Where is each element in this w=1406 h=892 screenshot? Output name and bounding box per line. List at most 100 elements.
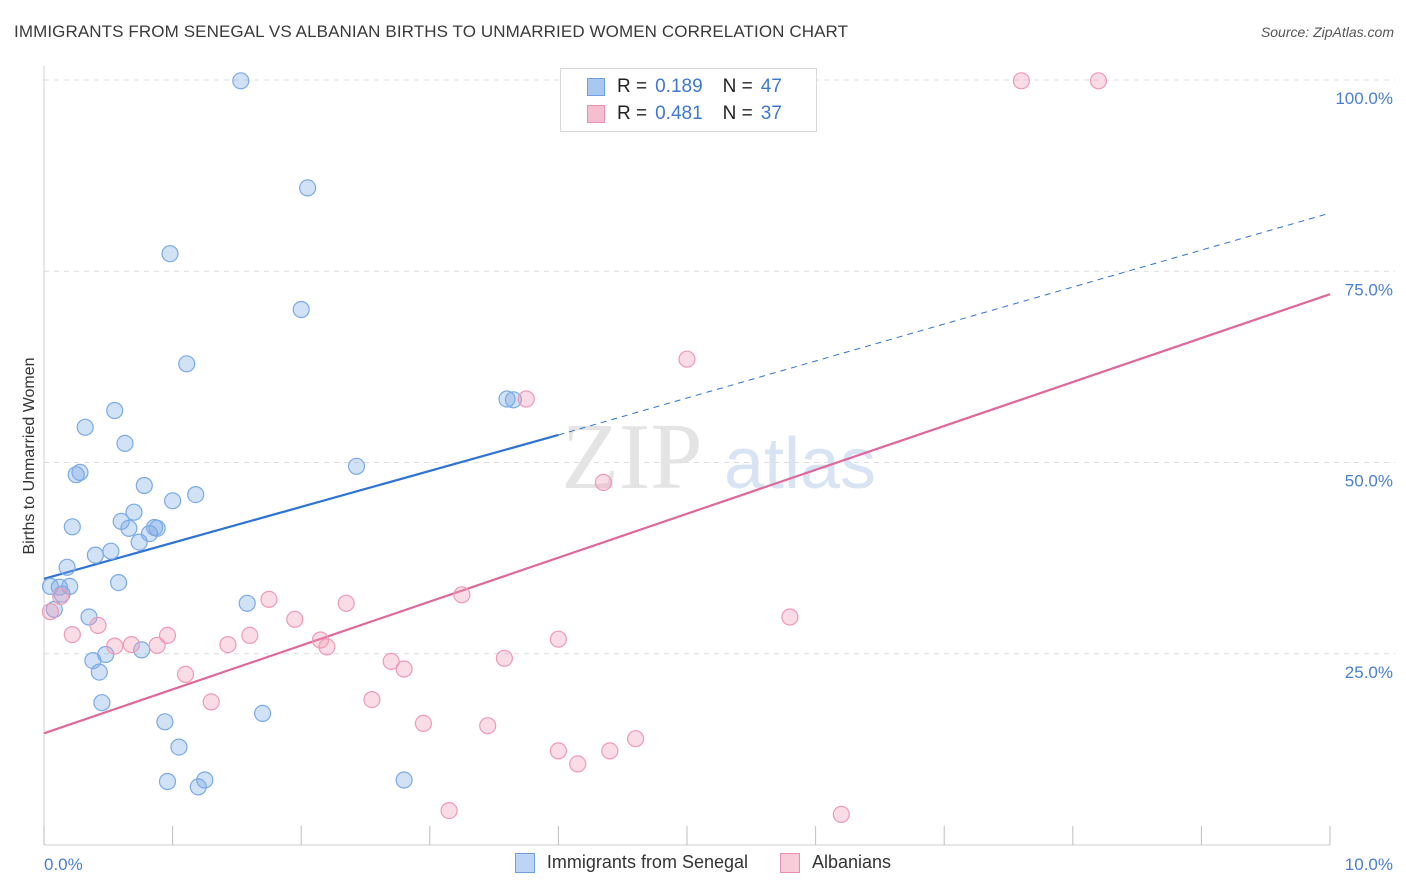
point-albanians xyxy=(479,717,497,735)
point-albanians xyxy=(52,587,70,606)
legend-r-value: 0.481 xyxy=(655,103,703,124)
point-albanians xyxy=(440,801,458,820)
point-senegal xyxy=(106,401,124,420)
point-albanians xyxy=(549,742,568,760)
point-albanians xyxy=(549,630,568,648)
point-senegal xyxy=(196,771,214,789)
point-albanians xyxy=(241,626,259,645)
trend-senegal-extension xyxy=(558,212,1331,436)
legend-row-albanians: R = 0.481 N = 37 xyxy=(587,103,782,125)
point-senegal xyxy=(102,542,120,560)
series-label-senegal: Immigrants from Senegal xyxy=(546,852,748,872)
point-senegal xyxy=(254,704,272,723)
legend-n-label: N = xyxy=(722,103,753,124)
legend-swatch-albanians xyxy=(587,105,605,123)
point-senegal xyxy=(232,72,250,90)
watermark-zip: ZIP xyxy=(562,405,703,509)
series-swatch-albanians xyxy=(780,852,800,873)
legend-n-value: 47 xyxy=(760,76,782,97)
point-senegal xyxy=(76,418,94,436)
point-senegal xyxy=(71,463,89,481)
point-albanians xyxy=(176,665,195,684)
point-senegal xyxy=(120,519,138,537)
point-albanians xyxy=(414,714,432,733)
point-senegal xyxy=(395,771,413,789)
point-senegal xyxy=(504,391,523,409)
point-albanians xyxy=(395,660,413,678)
grid-lines xyxy=(44,79,1395,655)
legend-r-label: R = xyxy=(617,76,648,97)
x-tick-label: 10.0% xyxy=(1345,855,1393,874)
point-albanians xyxy=(260,590,278,609)
watermark: ZIP atlas xyxy=(562,405,877,509)
point-albanians xyxy=(148,636,166,654)
point-albanians xyxy=(678,350,696,368)
point-senegal xyxy=(133,641,151,659)
point-senegal xyxy=(161,245,179,263)
point-albanians xyxy=(569,755,587,773)
point-senegal xyxy=(170,738,188,756)
legend-row-senegal: R = 0.189 N = 47 xyxy=(587,76,782,98)
chart-source: Source: ZipAtlas.com xyxy=(1260,24,1394,40)
point-albanians xyxy=(311,631,330,649)
point-albanians xyxy=(202,693,220,711)
point-albanians xyxy=(318,638,336,656)
point-senegal xyxy=(125,503,143,521)
point-senegal xyxy=(189,778,207,796)
data-points xyxy=(41,72,1108,824)
trend-senegal xyxy=(43,433,559,580)
legend-r-value: 0.189 xyxy=(655,76,703,97)
point-senegal xyxy=(90,663,108,681)
point-albanians xyxy=(453,586,471,604)
point-senegal xyxy=(86,546,105,564)
point-senegal xyxy=(299,179,317,197)
point-albanians xyxy=(63,625,81,644)
point-albanians xyxy=(1012,72,1031,90)
point-senegal xyxy=(58,558,76,576)
point-albanians xyxy=(286,610,304,628)
point-albanians xyxy=(382,652,400,671)
point-albanians xyxy=(1089,72,1108,90)
point-albanians xyxy=(106,637,124,655)
point-albanians xyxy=(219,635,237,654)
trend-albanians xyxy=(43,293,1331,735)
legend-n-value: 37 xyxy=(760,103,782,124)
point-albanians xyxy=(337,594,355,612)
point-albanians xyxy=(781,608,799,626)
point-senegal xyxy=(164,492,182,510)
series-legend-item-senegal[interactable]: Immigrants from Senegal xyxy=(514,852,748,873)
point-albanians xyxy=(832,805,850,824)
series-legend-item-albanians[interactable]: Albanians xyxy=(780,852,891,873)
watermark-atlas: atlas xyxy=(724,424,876,504)
legend-r-label: R = xyxy=(617,103,648,124)
point-albanians xyxy=(41,603,60,621)
series-legend: Immigrants from Senegal Albanians xyxy=(0,852,1406,873)
chart-title: IMMIGRANTS FROM SENEGAL VS ALBANIAN BIRT… xyxy=(14,22,849,41)
point-albanians xyxy=(517,390,535,408)
point-albanians xyxy=(363,690,381,709)
y-tick-label: 75.0% xyxy=(1345,280,1393,299)
point-albanians xyxy=(626,730,645,748)
point-senegal xyxy=(158,772,177,791)
trend-lines xyxy=(43,212,1331,735)
point-albanians xyxy=(594,473,613,491)
point-albanians xyxy=(495,649,513,667)
point-senegal xyxy=(63,518,81,536)
point-senegal xyxy=(238,594,256,612)
point-albanians xyxy=(122,635,140,654)
legend-n-label: N = xyxy=(722,76,753,97)
point-senegal xyxy=(148,519,166,537)
point-senegal xyxy=(109,573,128,592)
point-senegal xyxy=(187,486,205,504)
point-senegal xyxy=(498,390,516,408)
y-axis-label: Births to Unmarried Women xyxy=(21,357,38,554)
y-tick-label: 25.0% xyxy=(1345,663,1393,682)
legend-swatch-senegal xyxy=(587,78,605,96)
point-senegal xyxy=(93,694,111,712)
point-senegal xyxy=(156,713,174,731)
point-senegal xyxy=(292,300,310,319)
x-tick-label: 0.0% xyxy=(44,855,83,874)
correlation-legend: R = 0.189 N = 47 R = 0.481 N = 37 xyxy=(560,68,817,132)
tick-labels: 25.0% 50.0% 75.0% 100.0% 0.0% 10.0% xyxy=(44,89,1393,874)
